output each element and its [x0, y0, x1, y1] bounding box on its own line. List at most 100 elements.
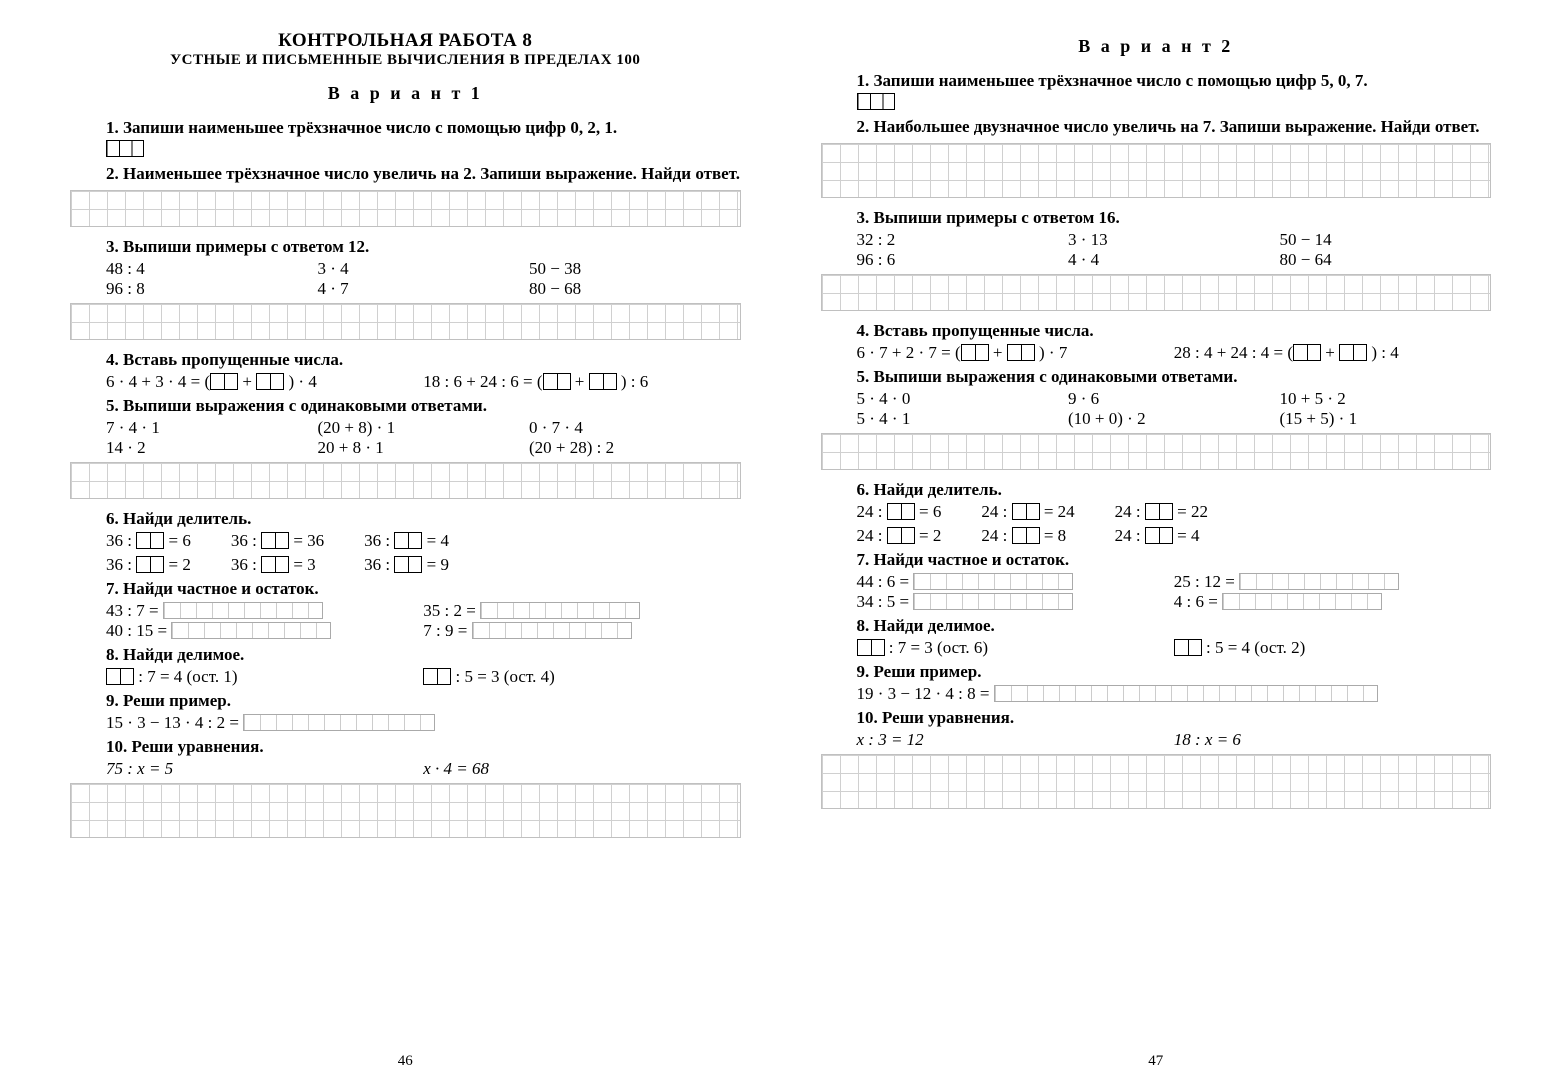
task-4: 4. Вставь пропущенные числа. — [821, 321, 1492, 341]
task-text: 2. Наибольшее двузначное число увеличь н… — [857, 117, 1480, 136]
expr: 10 + 5 · 2 — [1280, 389, 1492, 409]
work-grid — [70, 303, 741, 340]
expr: : 5 = 4 (ост. 2) — [1174, 638, 1491, 658]
expr: 32 : 2 — [857, 230, 1069, 250]
expr: 80 − 68 — [529, 279, 741, 299]
expr: 7 · 4 · 1 — [106, 418, 318, 438]
task-3: 3. Выпиши примеры с ответом 16. — [821, 208, 1492, 228]
equation: x · 4 = 68 — [423, 759, 740, 779]
expr: : 5 = 3 (ост. 4) — [423, 667, 740, 687]
expr: (20 + 8) · 1 — [318, 418, 530, 438]
task-text: 1. Запиши наименьшее трёхзначное число с… — [106, 118, 617, 137]
expr: 36 : = 4 — [364, 531, 449, 551]
task-7: 7. Найди частное и остаток. — [821, 550, 1492, 570]
task-10: 10. Реши уравнения. — [821, 708, 1492, 728]
task-5: 5. Выпиши выражения с одинаковыми ответа… — [821, 367, 1492, 387]
expr: 4 · 7 — [318, 279, 530, 299]
expr: 44 : 6 = — [857, 572, 1174, 592]
task-2: 2. Наименьшее трёхзначное число увеличь … — [70, 164, 741, 184]
title-block: КОНТРОЛЬНАЯ РАБОТА 8 УСТНЫЕ И ПИСЬМЕННЫЕ… — [70, 30, 741, 69]
task-10-eqs: x : 3 = 12 18 : x = 6 — [821, 730, 1492, 750]
task-text: 7. Найди частное и остаток. — [857, 550, 1070, 569]
variant-heading: В а р и а н т 1 — [70, 83, 741, 104]
task-4-exprs: 6 · 7 + 2 · 7 = ( + ) · 7 28 : 4 + 24 : … — [821, 343, 1492, 363]
task-2: 2. Наибольшее двузначное число увеличь н… — [821, 117, 1492, 137]
expr: 96 : 8 — [106, 279, 318, 299]
expr: 4 : 6 = — [1174, 592, 1491, 612]
task-10: 10. Реши уравнения. — [70, 737, 741, 757]
expr: 36 : = 2 — [106, 555, 191, 575]
title-main: КОНТРОЛЬНАЯ РАБОТА 8 — [70, 30, 741, 52]
expr: 5 · 4 · 1 — [857, 409, 1069, 429]
expr: 18 : 6 + 24 : 6 = ( + ) : 6 — [423, 372, 740, 392]
expr: 24 : = 2 — [857, 526, 942, 546]
expr: (20 + 28) : 2 — [529, 438, 741, 458]
expr: 6 · 7 + 2 · 7 = ( + ) · 7 — [857, 343, 1174, 363]
answer-box-3digit — [70, 140, 741, 160]
task-9-expr: 15 · 3 − 13 · 4 : 2 = — [70, 713, 741, 733]
task-6-grid: 36 : = 6 36 : = 2 36 : = 36 36 : = 3 36 … — [70, 531, 741, 575]
expr: 0 · 7 · 4 — [529, 418, 741, 438]
task-text: 5. Выпиши выражения с одинаковыми ответа… — [106, 396, 487, 415]
task-text: 9. Реши пример. — [106, 691, 231, 710]
work-grid — [821, 143, 1492, 198]
task-1: 1. Запиши наименьшее трёхзначное число с… — [70, 118, 741, 138]
expr: 3 · 13 — [1068, 230, 1280, 250]
expr: 9 · 6 — [1068, 389, 1280, 409]
expr: (10 + 0) · 2 — [1068, 409, 1280, 429]
page-left: КОНТРОЛЬНАЯ РАБОТА 8 УСТНЫЕ И ПИСЬМЕННЫЕ… — [30, 30, 781, 1070]
expr: 5 · 4 · 0 — [857, 389, 1069, 409]
expr: 36 : = 9 — [364, 555, 449, 575]
task-7-exprs: 44 : 6 = 34 : 5 = 25 : 12 = 4 : 6 = — [821, 572, 1492, 612]
task-text: 6. Найди делитель. — [106, 509, 251, 528]
expr: 96 : 6 — [857, 250, 1069, 270]
expr: 28 : 4 + 24 : 4 = ( + ) : 4 — [1174, 343, 1491, 363]
expr: 80 − 64 — [1280, 250, 1492, 270]
task-text: 3. Выпиши примеры с ответом 12. — [106, 237, 369, 256]
answer-box-3digit — [821, 93, 1492, 113]
expr: 24 : = 4 — [1115, 526, 1208, 546]
task-9-expr: 19 · 3 − 12 · 4 : 8 = — [821, 684, 1492, 704]
task-text: 10. Реши уравнения. — [857, 708, 1015, 727]
expr: 7 : 9 = — [423, 621, 740, 641]
expr: 36 : = 3 — [231, 555, 324, 575]
expr: 25 : 12 = — [1174, 572, 1491, 592]
page-number: 47 — [821, 1045, 1492, 1070]
expr: 24 : = 8 — [981, 526, 1074, 546]
expr: 36 : = 36 — [231, 531, 324, 551]
task-text: 8. Найди делимое. — [106, 645, 244, 664]
task-text: 5. Выпиши выражения с одинаковыми ответа… — [857, 367, 1238, 386]
work-grid — [70, 462, 741, 499]
task-3: 3. Выпиши примеры с ответом 12. — [70, 237, 741, 257]
task-3-examples: 48 : 496 : 8 3 · 44 · 7 50 − 3880 − 68 — [70, 259, 741, 299]
task-text: 4. Вставь пропущенные числа. — [857, 321, 1094, 340]
page-number: 46 — [70, 1045, 741, 1070]
task-text: 8. Найди делимое. — [857, 616, 995, 635]
expr: 43 : 7 = — [106, 601, 423, 621]
task-8-exprs: : 7 = 3 (ост. 6) : 5 = 4 (ост. 2) — [821, 638, 1492, 658]
task-text: 7. Найди частное и остаток. — [106, 579, 319, 598]
expr: 24 : = 24 — [981, 502, 1074, 522]
expr: 6 · 4 + 3 · 4 = ( + ) · 4 — [106, 372, 423, 392]
task-text: 4. Вставь пропущенные числа. — [106, 350, 343, 369]
equation: x : 3 = 12 — [857, 730, 1174, 750]
task-3-examples: 32 : 296 : 6 3 · 134 · 4 50 − 1480 − 64 — [821, 230, 1492, 270]
task-9: 9. Реши пример. — [821, 662, 1492, 682]
task-8: 8. Найди делимое. — [821, 616, 1492, 636]
task-8-exprs: : 7 = 4 (ост. 1) : 5 = 3 (ост. 4) — [70, 667, 741, 687]
expr: 4 · 4 — [1068, 250, 1280, 270]
work-grid — [821, 433, 1492, 470]
expr: 24 : = 6 — [857, 502, 942, 522]
expr: 24 : = 22 — [1115, 502, 1208, 522]
task-4-exprs: 6 · 4 + 3 · 4 = ( + ) · 4 18 : 6 + 24 : … — [70, 372, 741, 392]
expr: (15 + 5) · 1 — [1280, 409, 1492, 429]
expr: 48 : 4 — [106, 259, 318, 279]
task-text: 6. Найди делитель. — [857, 480, 1002, 499]
work-grid — [821, 274, 1492, 311]
work-grid — [70, 190, 741, 227]
task-text: 9. Реши пример. — [857, 662, 982, 681]
expr: 50 − 14 — [1280, 230, 1492, 250]
task-1: 1. Запиши наименьшее трёхзначное число с… — [821, 71, 1492, 91]
expr: 40 : 15 = — [106, 621, 423, 641]
expr: 3 · 4 — [318, 259, 530, 279]
